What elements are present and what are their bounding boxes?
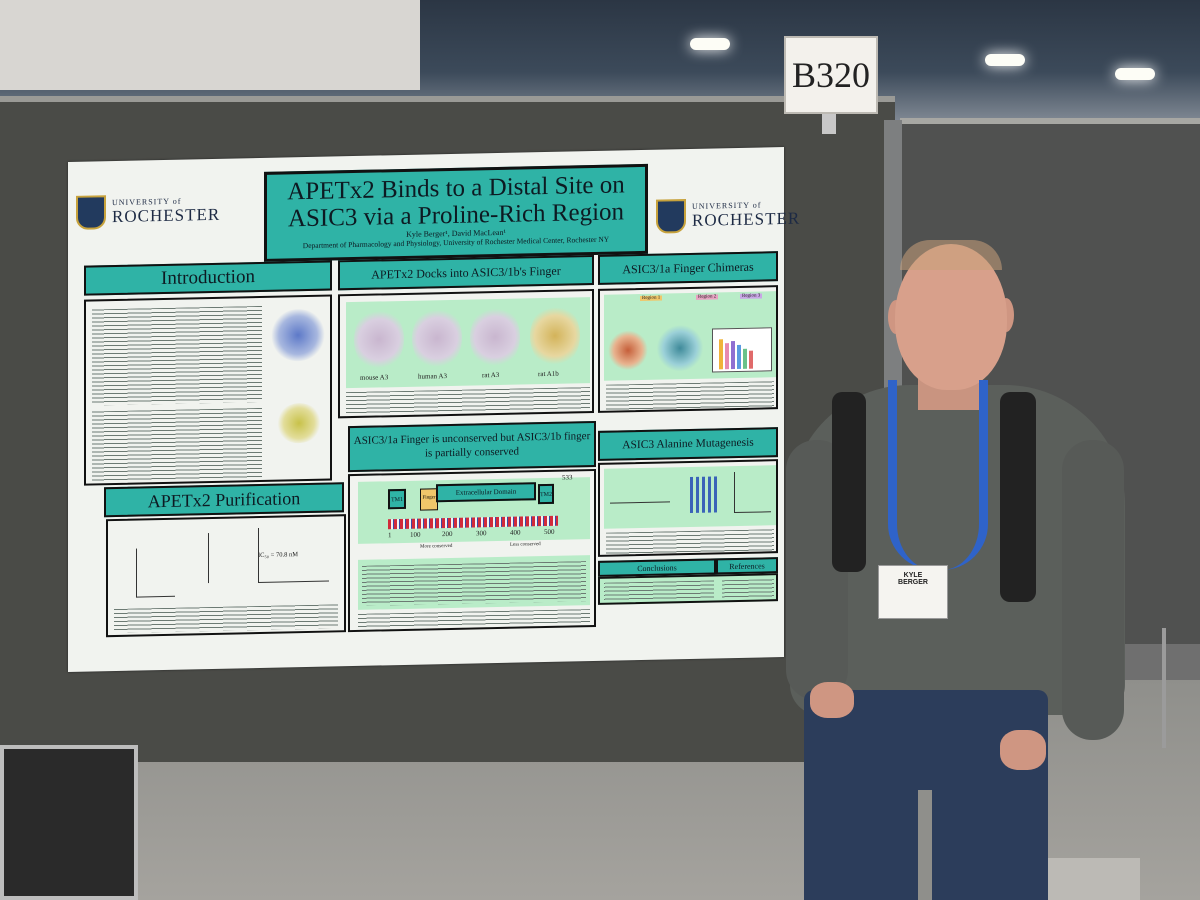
purification-panel: IC₅₀ = 70.8 nM <box>106 514 346 638</box>
booth-number-sign: B320 <box>784 36 878 114</box>
axis-tick: 300 <box>476 529 487 538</box>
conclusions-panel <box>598 573 778 605</box>
chimeras-panel: Region 1 Region 2 Region 3 <box>598 285 778 413</box>
leg-gap <box>918 790 932 900</box>
mutagenesis-panel <box>598 459 778 557</box>
introduction-text <box>92 305 262 406</box>
backpack-strap <box>1000 392 1036 602</box>
ceiling-light <box>985 54 1025 66</box>
person-hand <box>810 682 854 718</box>
protein-structure-image <box>270 308 326 362</box>
logo-name-text: ROCHESTER <box>692 208 801 230</box>
university-crest-icon <box>76 195 106 230</box>
chair <box>0 745 138 900</box>
chimeras-caption <box>606 381 774 411</box>
university-logo-left: UNIVERSITY of ROCHESTER <box>76 193 220 230</box>
introduction-text <box>92 407 262 482</box>
tm2-domain: TM2 <box>538 483 554 505</box>
extracellular-domain: Extracellular Domain <box>436 482 536 503</box>
introduction-panel <box>84 294 332 486</box>
mutagenesis-bar-chart <box>690 476 720 513</box>
purification-chart <box>136 547 175 598</box>
backpack-strap <box>832 392 866 572</box>
university-crest-icon <box>656 199 686 234</box>
section-header-unconserved: ASIC3/1a Finger is unconserved but ASIC3… <box>348 420 596 473</box>
docking-label: mouse A3 <box>360 373 389 382</box>
toxin-structure-image <box>276 402 322 444</box>
logo-name-text: ROCHESTER <box>112 204 221 226</box>
mutagenesis-caption <box>606 529 774 555</box>
axis-tick: 1 <box>388 531 392 540</box>
sequence-length-label: 533 <box>562 473 573 482</box>
conservation-caption <box>358 609 590 630</box>
poster-title: APETx2 Binds to a Distal Site on ASIC3 v… <box>287 171 625 233</box>
purification-caption <box>114 604 338 634</box>
axis-tick: 400 <box>510 528 521 537</box>
sign-clip <box>822 110 836 134</box>
docking-label: rat A1b <box>538 369 559 379</box>
section-header-docks: APETx2 Docks into ASIC3/1b's Finger <box>338 254 594 291</box>
poster-title-box: APETx2 Binds to a Distal Site on ASIC3 v… <box>264 163 648 262</box>
conservation-panel: TM1 Finger Extracellular Domain TM2 533 … <box>348 468 596 633</box>
conclusions-text <box>604 580 714 601</box>
less-conserved-label: Less conserved <box>510 542 541 548</box>
person-arm <box>1062 440 1124 740</box>
region-label: Region 3 <box>740 293 763 299</box>
references-text <box>722 579 774 599</box>
stool <box>1162 628 1200 748</box>
docking-label: human A3 <box>418 372 447 381</box>
section-header-introduction: Introduction <box>84 260 332 296</box>
docking-caption <box>346 387 590 417</box>
section-header-references: References <box>716 557 778 575</box>
docking-label: rat A3 <box>482 370 500 380</box>
ceiling-light <box>690 38 730 50</box>
chimera-bar-chart <box>712 327 772 373</box>
section-header-purification: APETx2 Purification <box>104 482 344 518</box>
section-header-chimeras: ASIC3/1a Finger Chimeras <box>598 251 778 285</box>
badge-first-name: KYLE <box>903 572 923 579</box>
region-label: Region 1 <box>640 295 663 302</box>
docking-panel: mouse A3 human A3 rat A3 rat A1b <box>338 288 594 419</box>
wall <box>0 0 420 90</box>
axis-tick: 200 <box>442 529 453 539</box>
mutagenesis-curve <box>734 471 771 514</box>
research-poster: UNIVERSITY of ROCHESTER UNIVERSITY of RO… <box>68 147 800 672</box>
dose-response-curve <box>258 526 329 584</box>
ceiling-light <box>1115 68 1155 80</box>
axis-tick: 100 <box>410 530 421 539</box>
section-header-mutagenesis: ASIC3 Alanine Mutagenesis <box>598 427 778 461</box>
sequence-alignment <box>362 561 586 606</box>
axis-tick: 500 <box>544 527 555 537</box>
tm1-domain: TM1 <box>388 488 406 510</box>
badge-last-name: BERGER <box>898 579 928 586</box>
more-conserved-label: More conserved <box>420 543 453 550</box>
mutagenesis-trace <box>610 477 670 504</box>
person-hand <box>1000 730 1046 770</box>
person-hair <box>900 240 1002 270</box>
university-logo-right: UNIVERSITY of ROCHESTER <box>656 197 800 234</box>
name-badge: KYLE BERGER <box>878 565 948 619</box>
chromatogram <box>208 532 239 584</box>
region-label: Region 2 <box>696 294 719 300</box>
lanyard <box>888 380 988 570</box>
